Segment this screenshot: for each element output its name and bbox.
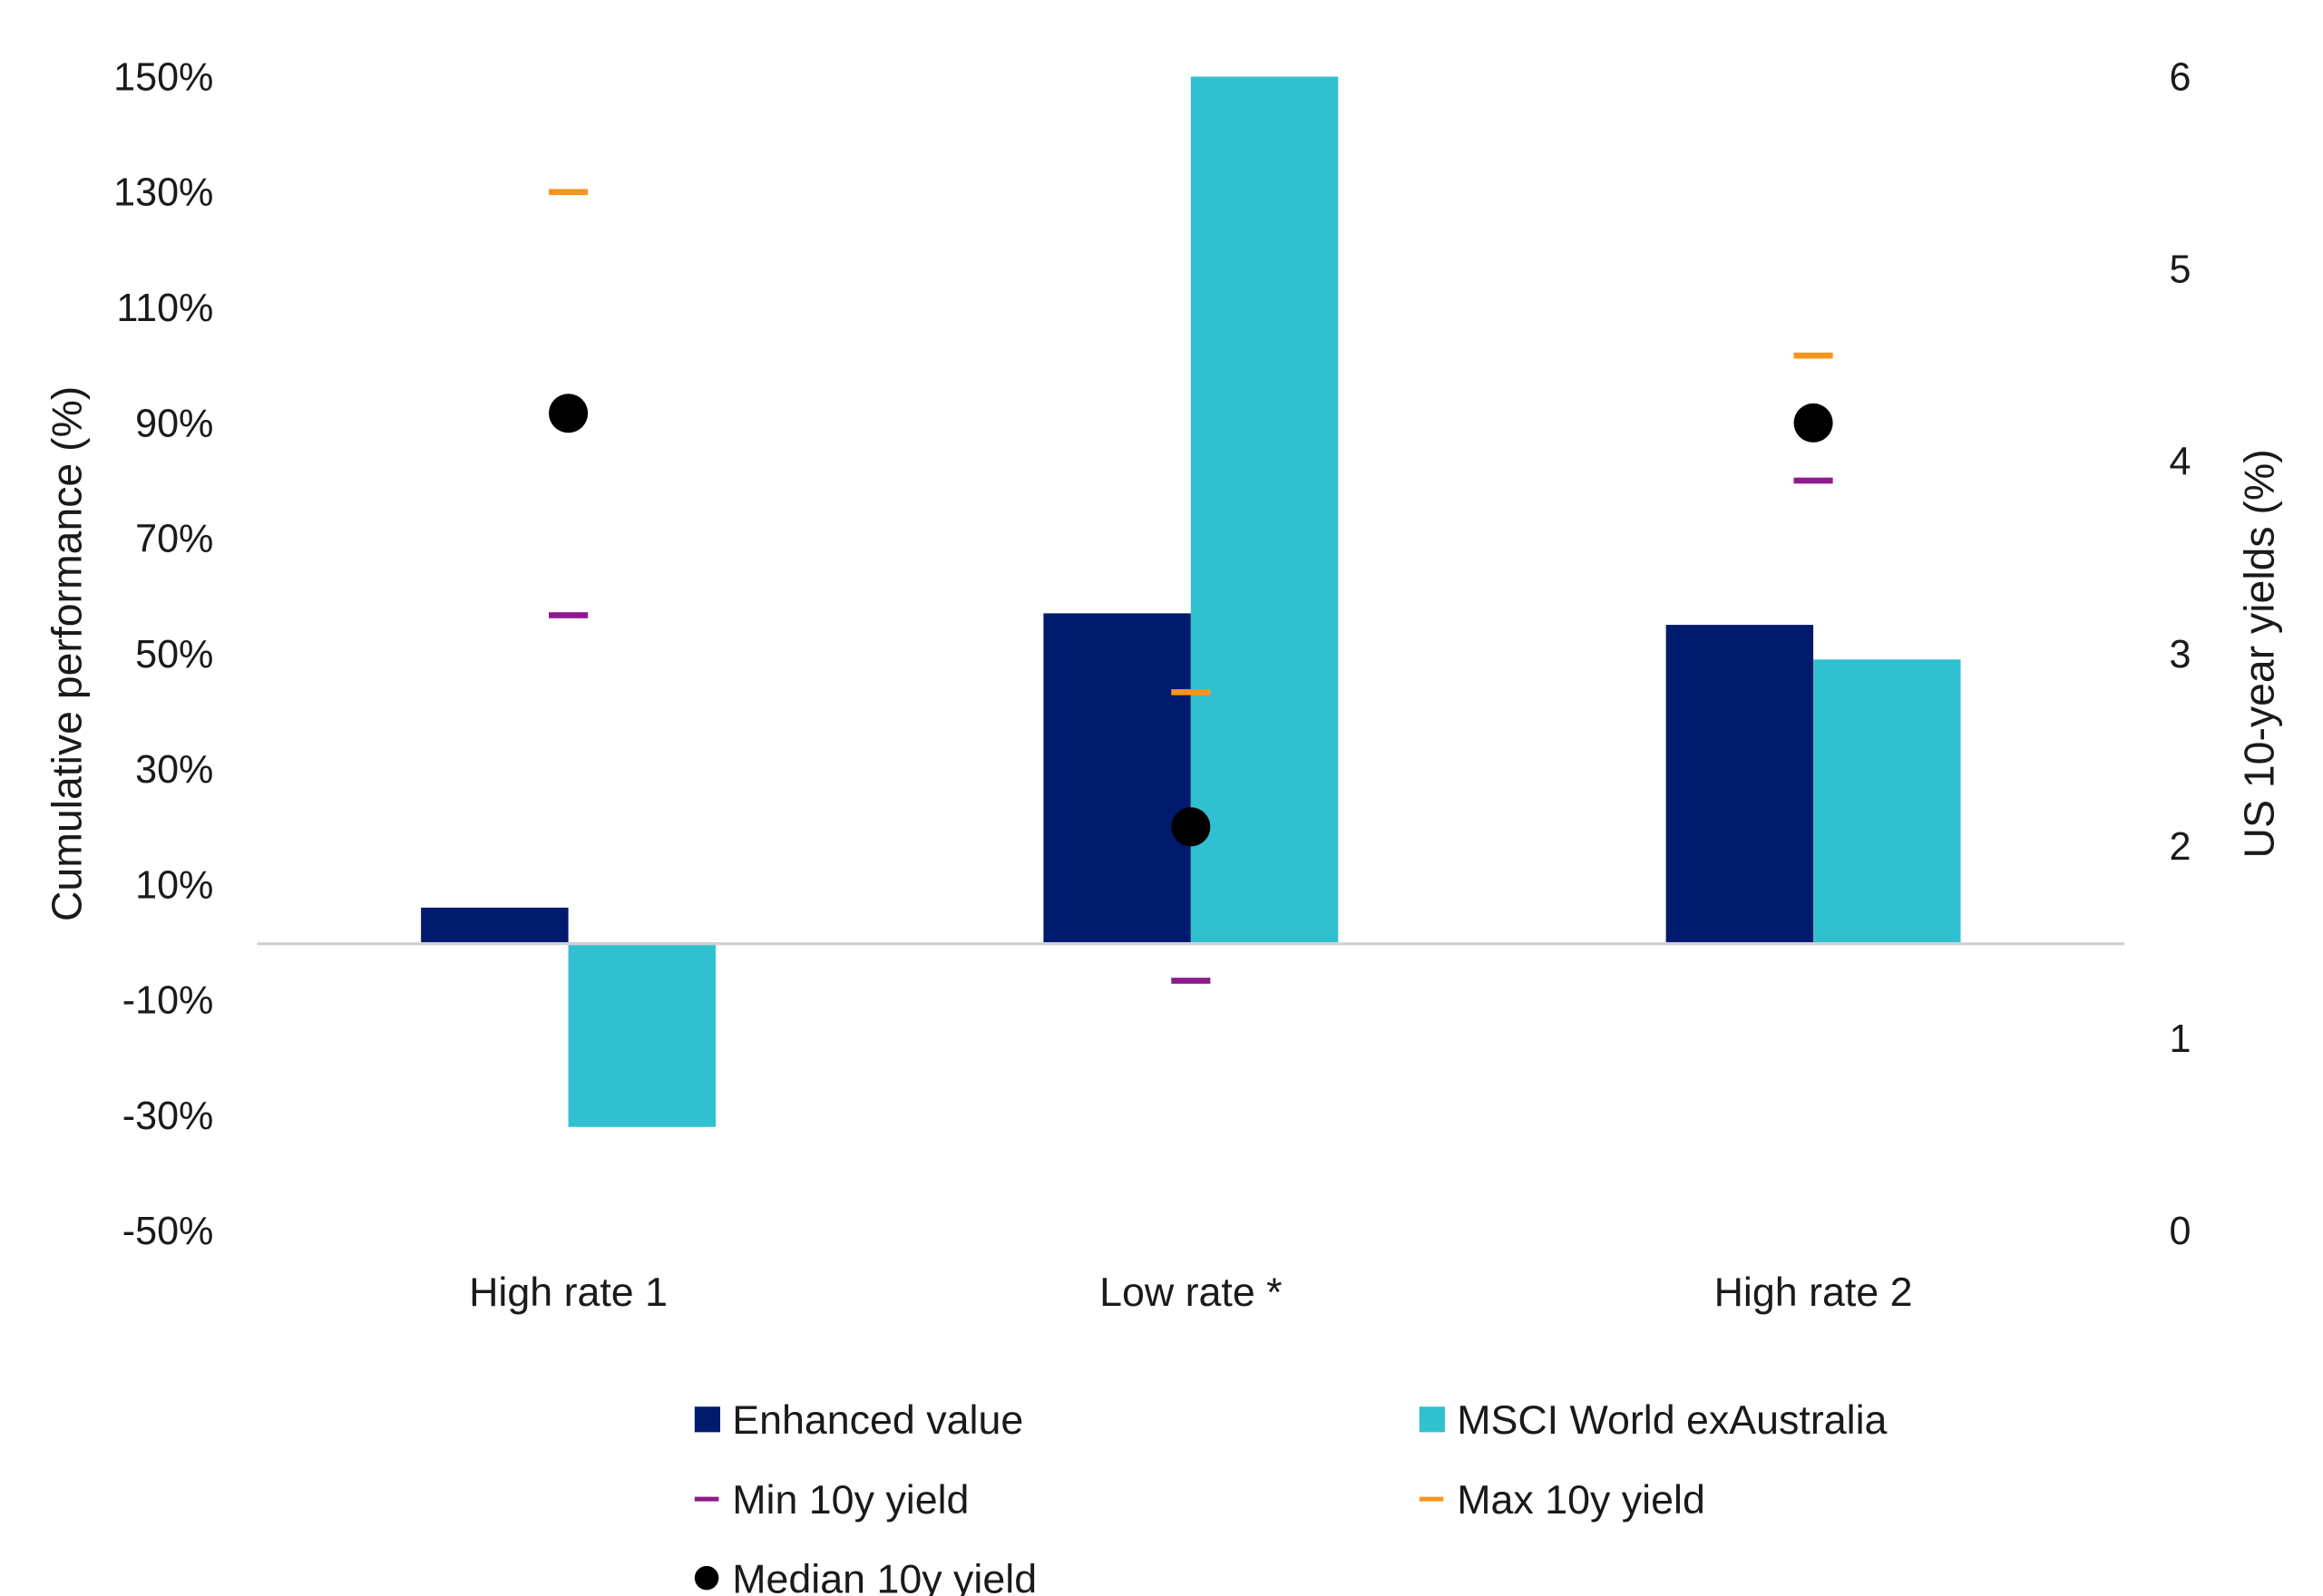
legend-label: MSCI World exAustralia bbox=[1457, 1397, 1887, 1443]
bar-enhanced-value bbox=[421, 907, 569, 943]
legend-swatch bbox=[1419, 1496, 1444, 1502]
category-labels: High rate 1 Low rate * High rate 2 bbox=[469, 1270, 1912, 1315]
marker-min-10y-yield bbox=[549, 612, 589, 618]
right-tick-label: 5 bbox=[2170, 248, 2191, 292]
marker-median-10y-yield bbox=[549, 394, 589, 433]
left-tick-label: 70% bbox=[135, 518, 213, 561]
legend-label: Max 10y yield bbox=[1457, 1477, 1705, 1523]
left-axis-label: Cumulative performance (%) bbox=[44, 386, 91, 921]
legend-label: Median 10y yield bbox=[732, 1557, 1037, 1596]
legend-swatch bbox=[694, 1496, 719, 1502]
left-axis-ticks: 150% 130% 110% 90% 70% 50% 30% 10% -10% -30% -50% bbox=[113, 55, 213, 1253]
bar-enhanced-value bbox=[1043, 613, 1191, 943]
left-tick-label: 10% bbox=[135, 863, 213, 907]
left-tick-label: 30% bbox=[135, 748, 213, 792]
marker-min-10y-yield bbox=[1793, 477, 1833, 484]
left-tick-label: 90% bbox=[135, 402, 213, 445]
legend-item: MSCI World exAustralia bbox=[1419, 1397, 1888, 1443]
plot-area bbox=[421, 76, 1961, 1127]
bar-msci-world-exaustralia bbox=[568, 942, 717, 1127]
bar-msci-world-exaustralia bbox=[1190, 76, 1339, 943]
category-label: High rate 2 bbox=[1714, 1270, 1913, 1315]
marker-median-10y-yield bbox=[1793, 403, 1833, 443]
left-tick-label: 130% bbox=[113, 171, 213, 215]
right-axis-ticks: 6 5 4 3 2 1 0 bbox=[2170, 55, 2191, 1253]
legend-item: Min 10y yield bbox=[694, 1477, 969, 1523]
right-tick-label: 4 bbox=[2170, 441, 2191, 484]
category-label: Low rate * bbox=[1099, 1270, 1283, 1315]
legend-label: Enhanced value bbox=[732, 1397, 1023, 1443]
right-tick-label: 6 bbox=[2170, 55, 2191, 99]
legend-item: Median 10y yield bbox=[694, 1557, 1037, 1596]
legend-item: Enhanced value bbox=[694, 1397, 1023, 1443]
bar-msci-world-exaustralia bbox=[1813, 659, 1961, 943]
marker-max-10y-yield bbox=[1171, 689, 1211, 696]
marker-median-10y-yield bbox=[1171, 807, 1211, 847]
right-tick-label: 1 bbox=[2170, 1017, 2191, 1061]
right-axis-label: US 10-year yields (%) bbox=[2235, 449, 2282, 858]
left-tick-label: 110% bbox=[116, 287, 213, 330]
marker-min-10y-yield bbox=[1171, 978, 1211, 984]
right-tick-label: 3 bbox=[2170, 633, 2191, 676]
legend: Enhanced value MSCI World exAustralia Min … bbox=[694, 1397, 1888, 1596]
marker-max-10y-yield bbox=[549, 189, 589, 196]
left-tick-label: 50% bbox=[135, 633, 213, 676]
left-tick-label: -10% bbox=[122, 979, 214, 1023]
legend-swatch bbox=[1419, 1406, 1445, 1433]
legend-label: Min 10y yield bbox=[732, 1477, 969, 1523]
right-tick-label: 0 bbox=[2170, 1210, 2191, 1253]
legend-swatch bbox=[694, 1406, 720, 1433]
left-tick-label: 150% bbox=[113, 55, 213, 99]
left-tick-label: -30% bbox=[122, 1095, 214, 1138]
right-tick-label: 2 bbox=[2170, 825, 2191, 869]
marker-max-10y-yield bbox=[1793, 352, 1833, 359]
left-tick-label: -50% bbox=[122, 1210, 214, 1253]
legend-swatch bbox=[694, 1565, 719, 1591]
category-label: High rate 1 bbox=[469, 1270, 668, 1315]
legend-item: Max 10y yield bbox=[1419, 1477, 1705, 1523]
bar-enhanced-value bbox=[1665, 625, 1814, 943]
